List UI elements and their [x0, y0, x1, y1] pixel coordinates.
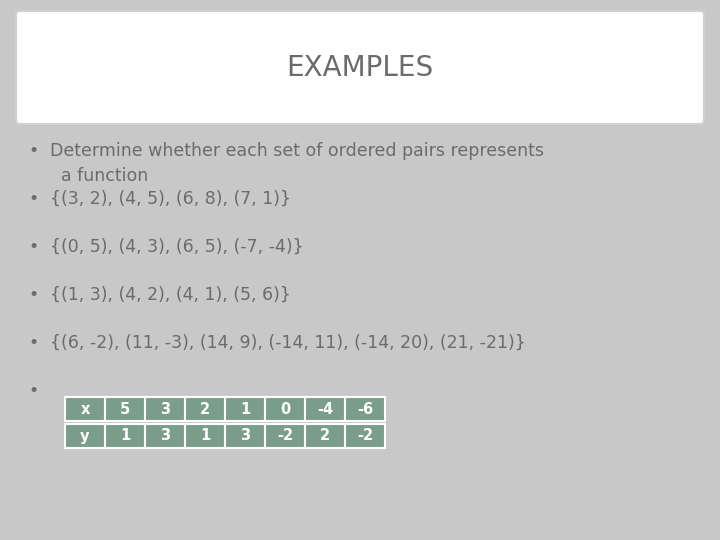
- Text: 1: 1: [200, 429, 210, 443]
- Text: 0: 0: [280, 402, 290, 416]
- Bar: [265, 424, 305, 448]
- Text: 2: 2: [320, 429, 330, 443]
- Bar: [345, 397, 385, 421]
- Text: •: •: [28, 382, 38, 400]
- Text: -2: -2: [277, 429, 293, 443]
- Bar: [305, 397, 345, 421]
- Text: -4: -4: [317, 402, 333, 416]
- Text: •: •: [28, 142, 38, 160]
- FancyBboxPatch shape: [16, 11, 704, 124]
- Text: 3: 3: [240, 429, 250, 443]
- Bar: [65, 424, 105, 448]
- Text: Determine whether each set of ordered pairs represents
  a function: Determine whether each set of ordered pa…: [50, 142, 544, 185]
- Text: •: •: [28, 238, 38, 256]
- Text: {(3, 2), (4, 5), (6, 8), (7, 1)}: {(3, 2), (4, 5), (6, 8), (7, 1)}: [50, 190, 291, 208]
- Text: 3: 3: [160, 429, 170, 443]
- Bar: [345, 424, 385, 448]
- Bar: [105, 424, 145, 448]
- Text: 5: 5: [120, 402, 130, 416]
- Text: -6: -6: [357, 402, 373, 416]
- Bar: [145, 397, 185, 421]
- Bar: [305, 424, 345, 448]
- Bar: [185, 424, 225, 448]
- Bar: [105, 397, 145, 421]
- Text: {(0, 5), (4, 3), (6, 5), (-7, -4)}: {(0, 5), (4, 3), (6, 5), (-7, -4)}: [50, 238, 304, 256]
- Bar: [65, 397, 105, 421]
- Bar: [145, 424, 185, 448]
- Text: 1: 1: [120, 429, 130, 443]
- Text: •: •: [28, 286, 38, 304]
- Text: EXAMPLES: EXAMPLES: [287, 54, 433, 82]
- Text: y: y: [80, 429, 90, 443]
- Text: {(1, 3), (4, 2), (4, 1), (5, 6)}: {(1, 3), (4, 2), (4, 1), (5, 6)}: [50, 286, 291, 304]
- Text: -2: -2: [357, 429, 373, 443]
- Text: •: •: [28, 190, 38, 208]
- Bar: [225, 424, 265, 448]
- Text: •: •: [28, 334, 38, 352]
- Text: 3: 3: [160, 402, 170, 416]
- Text: x: x: [81, 402, 90, 416]
- Bar: [185, 397, 225, 421]
- Text: {(6, -2), (11, -3), (14, 9), (-14, 11), (-14, 20), (21, -21)}: {(6, -2), (11, -3), (14, 9), (-14, 11), …: [50, 334, 526, 352]
- Bar: [265, 397, 305, 421]
- Text: 2: 2: [200, 402, 210, 416]
- Bar: [225, 397, 265, 421]
- Text: 1: 1: [240, 402, 250, 416]
